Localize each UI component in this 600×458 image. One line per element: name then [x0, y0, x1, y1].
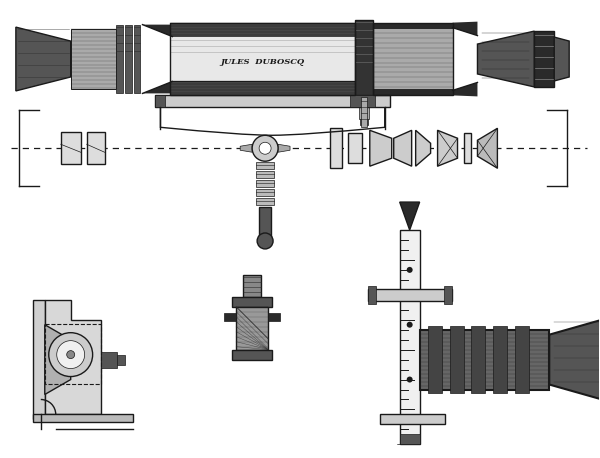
Polygon shape: [452, 22, 478, 36]
Polygon shape: [278, 144, 290, 152]
Bar: [170, 22, 355, 37]
Bar: [348, 133, 362, 163]
Polygon shape: [394, 130, 412, 166]
Polygon shape: [155, 95, 166, 107]
Polygon shape: [350, 95, 375, 107]
Circle shape: [407, 322, 413, 328]
Bar: [170, 82, 355, 95]
Bar: [256, 180, 274, 187]
Polygon shape: [416, 130, 431, 166]
Bar: [256, 171, 274, 178]
Bar: [224, 313, 236, 321]
Polygon shape: [240, 144, 252, 152]
Polygon shape: [142, 82, 172, 93]
Bar: [232, 297, 272, 307]
Bar: [170, 22, 355, 95]
Bar: [256, 198, 274, 205]
Polygon shape: [554, 37, 569, 81]
Polygon shape: [549, 318, 600, 402]
Bar: [419, 330, 549, 389]
Bar: [464, 133, 472, 163]
Bar: [61, 132, 80, 164]
Circle shape: [259, 142, 271, 154]
Bar: [330, 128, 342, 168]
Bar: [493, 326, 508, 393]
Bar: [101, 352, 116, 368]
Bar: [472, 326, 485, 393]
Circle shape: [407, 376, 413, 382]
Polygon shape: [45, 325, 71, 394]
Bar: [368, 286, 376, 304]
Polygon shape: [478, 128, 497, 168]
Bar: [134, 25, 140, 93]
Circle shape: [257, 233, 273, 249]
Bar: [419, 330, 549, 389]
Polygon shape: [400, 202, 419, 230]
Bar: [449, 326, 464, 393]
Polygon shape: [45, 300, 101, 414]
Circle shape: [49, 333, 92, 376]
Circle shape: [252, 135, 278, 161]
Bar: [373, 22, 452, 95]
Bar: [515, 326, 529, 393]
Bar: [256, 162, 274, 169]
Bar: [400, 434, 419, 444]
Bar: [373, 27, 452, 90]
Polygon shape: [452, 82, 478, 96]
Polygon shape: [437, 130, 458, 166]
Bar: [116, 25, 122, 93]
Bar: [170, 37, 355, 82]
Bar: [368, 289, 452, 301]
Text: JULES  DUBOSCQ: JULES DUBOSCQ: [221, 58, 305, 66]
Bar: [33, 414, 133, 422]
Polygon shape: [478, 31, 534, 87]
Circle shape: [67, 351, 74, 359]
Bar: [355, 20, 373, 98]
Bar: [243, 275, 261, 297]
Polygon shape: [370, 130, 392, 166]
Bar: [380, 414, 445, 425]
Circle shape: [57, 341, 85, 369]
Bar: [534, 31, 554, 87]
Polygon shape: [236, 307, 268, 349]
Bar: [400, 230, 419, 444]
Bar: [45, 324, 101, 383]
Bar: [360, 120, 368, 125]
Bar: [155, 95, 390, 107]
Bar: [361, 98, 367, 127]
Bar: [359, 99, 369, 120]
Circle shape: [407, 267, 413, 273]
Bar: [428, 326, 442, 393]
Bar: [232, 349, 272, 360]
Bar: [86, 132, 104, 164]
Bar: [373, 89, 452, 95]
Bar: [116, 354, 125, 365]
Polygon shape: [142, 25, 172, 37]
Bar: [259, 207, 271, 237]
Bar: [125, 25, 131, 93]
Bar: [71, 28, 116, 89]
Bar: [268, 313, 280, 321]
Bar: [256, 189, 274, 196]
Bar: [443, 286, 452, 304]
Bar: [33, 300, 45, 420]
Bar: [373, 22, 452, 28]
Polygon shape: [16, 27, 71, 91]
